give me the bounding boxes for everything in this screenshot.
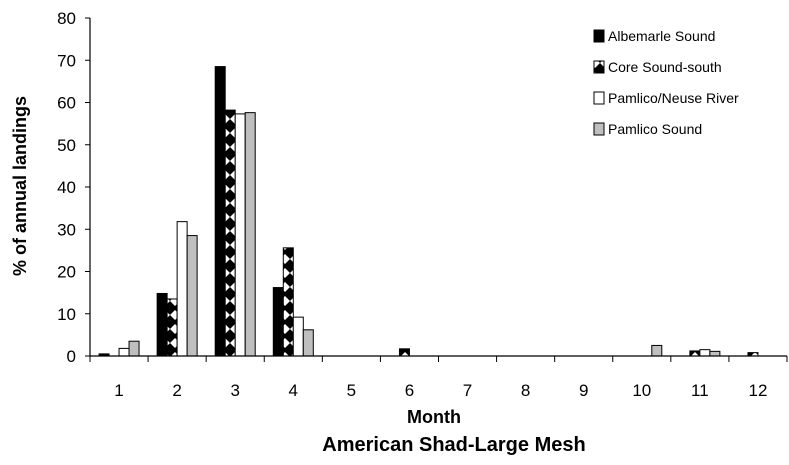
bar-core-sound-south-month-11 xyxy=(689,350,701,357)
x-axis-title: Month xyxy=(407,407,461,427)
bar-pamlico-sound-month-10 xyxy=(651,344,663,357)
y-tick-label: 50 xyxy=(57,136,76,155)
x-tick-label: 10 xyxy=(632,381,651,400)
legend-swatch-pamlico-sound xyxy=(593,122,605,136)
bar-pamlico-neuse-river-month-1 xyxy=(118,347,130,357)
chart-title: American Shad-Large Mesh xyxy=(322,434,585,456)
y-tick-label: 10 xyxy=(57,305,76,324)
x-tick-label: 4 xyxy=(289,381,298,400)
bar-pamlico-sound-month-11 xyxy=(709,350,721,357)
bar-albemarle-sound-month-3 xyxy=(214,66,226,357)
bar-pamlico-neuse-river-month-3 xyxy=(234,113,246,357)
legend-label-pamlico-sound: Pamlico Sound xyxy=(608,121,702,137)
y-tick-label: 80 xyxy=(57,9,76,28)
legend-swatch-core-sound-south xyxy=(593,60,605,74)
bar-pamlico-sound-month-3 xyxy=(244,112,256,357)
y-tick-label: 70 xyxy=(57,51,76,70)
legend-label-pamlico-neuse-river: Pamlico/Neuse River xyxy=(608,90,739,106)
bar-pamlico-sound-month-2 xyxy=(186,235,198,357)
legend: Albemarle Sound Core Sound-south Pamlico/N… xyxy=(593,28,739,137)
x-tick-label: 7 xyxy=(463,381,472,400)
bar-pamlico-sound-month-1 xyxy=(128,340,140,357)
bar-core-sound-south-month-4 xyxy=(282,247,294,357)
legend-swatch-albemarle-sound xyxy=(593,29,605,43)
bar-pamlico-neuse-river-month-11 xyxy=(699,349,711,357)
legend-label-core-sound-south: Core Sound-south xyxy=(608,59,722,75)
bar-pamlico-sound-month-4 xyxy=(302,329,314,357)
y-tick-label: 20 xyxy=(57,263,76,282)
x-tick-label: 8 xyxy=(521,381,530,400)
bar-core-sound-south-month-6 xyxy=(398,348,410,357)
x-tick-label: 2 xyxy=(172,381,181,400)
bar-pamlico-neuse-river-month-2 xyxy=(176,221,188,357)
y-tick-label: 40 xyxy=(57,178,76,197)
bar-core-sound-south-month-2 xyxy=(166,298,178,357)
x-tick-label: 3 xyxy=(230,381,239,400)
bar-core-sound-south-month-3 xyxy=(224,109,236,357)
x-tick-label: 9 xyxy=(579,381,588,400)
y-tick-label: 60 xyxy=(57,94,76,113)
bar-albemarle-sound-month-4 xyxy=(272,287,284,357)
y-tick-label: 30 xyxy=(57,220,76,239)
x-tick-label: 12 xyxy=(748,381,767,400)
y-tick-label: 0 xyxy=(67,347,76,366)
bars-layer xyxy=(98,66,759,357)
y-axis-title: % of annual landings xyxy=(10,96,30,276)
x-tick-label: 5 xyxy=(347,381,356,400)
legend-swatch-pamlico-neuse-river xyxy=(593,91,605,105)
legend-label-albemarle-sound: Albemarle Sound xyxy=(608,28,715,44)
x-tick-label: 1 xyxy=(114,381,123,400)
x-tick-label: 11 xyxy=(691,381,709,400)
bar-pamlico-neuse-river-month-4 xyxy=(292,316,304,357)
bar-albemarle-sound-month-2 xyxy=(156,292,168,357)
x-tick-label: 6 xyxy=(405,381,414,400)
